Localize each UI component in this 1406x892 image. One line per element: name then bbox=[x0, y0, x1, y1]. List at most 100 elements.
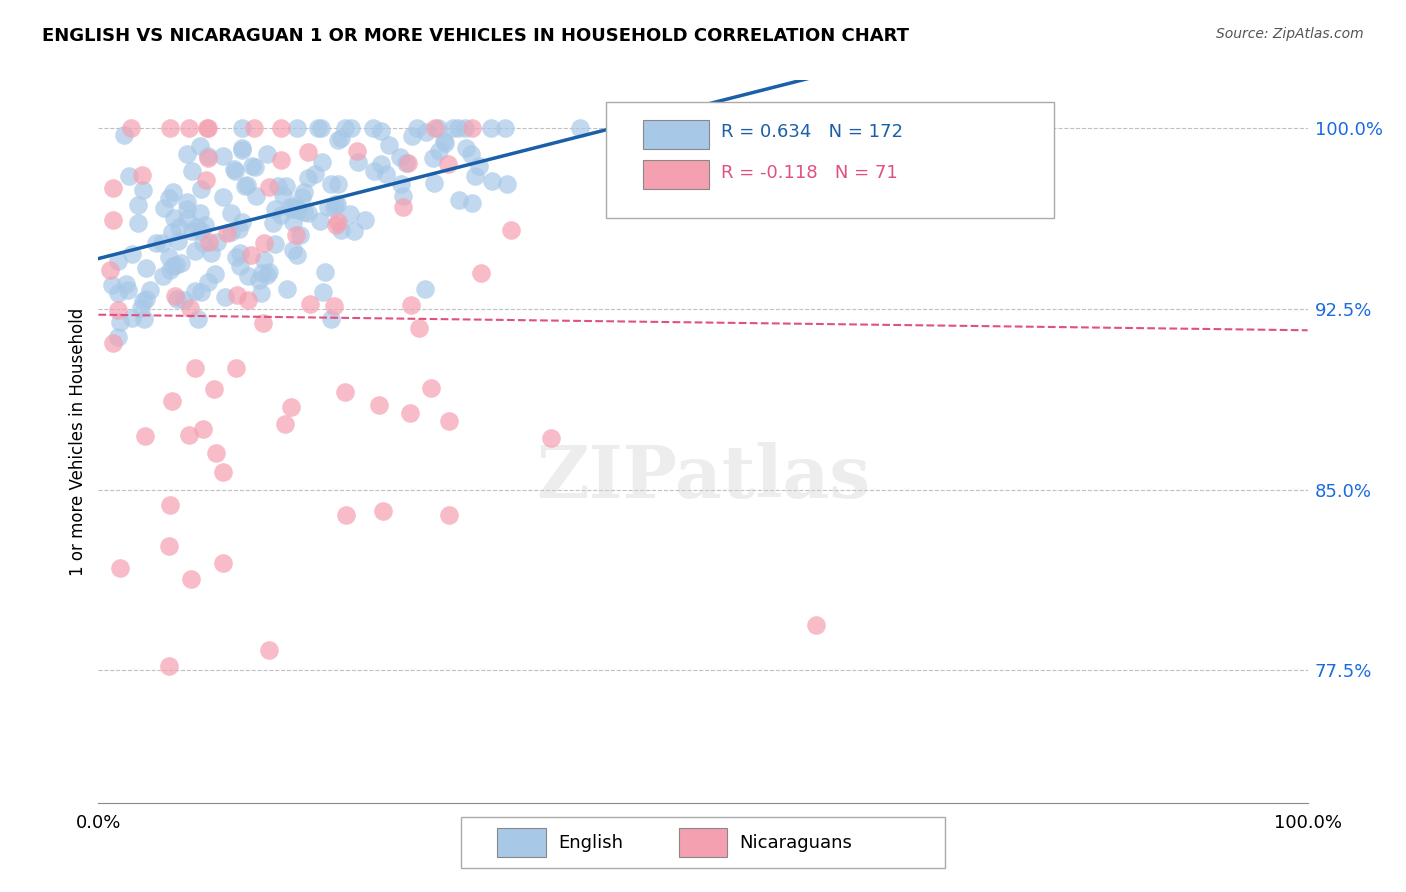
Point bbox=[696, 121, 718, 136]
Point bbox=[333, 384, 356, 399]
FancyBboxPatch shape bbox=[679, 828, 727, 857]
Point bbox=[540, 431, 562, 445]
Point bbox=[180, 572, 202, 586]
Point bbox=[657, 164, 679, 178]
Point bbox=[200, 246, 222, 260]
Point bbox=[354, 212, 377, 227]
Point bbox=[454, 140, 477, 154]
Point bbox=[278, 200, 301, 214]
Point bbox=[245, 189, 267, 203]
Point bbox=[219, 205, 242, 219]
Text: R = 0.634   N = 172: R = 0.634 N = 172 bbox=[721, 123, 903, 141]
Point bbox=[423, 176, 446, 190]
Point bbox=[280, 400, 302, 414]
Point bbox=[329, 131, 352, 145]
Point bbox=[311, 121, 333, 136]
Point bbox=[212, 465, 235, 479]
Point bbox=[343, 223, 366, 237]
Point bbox=[110, 314, 132, 328]
Point bbox=[264, 202, 287, 216]
Point bbox=[240, 159, 263, 173]
Point bbox=[285, 228, 308, 243]
Point bbox=[129, 301, 152, 316]
Point bbox=[256, 268, 278, 282]
Point bbox=[173, 293, 195, 307]
Point bbox=[449, 194, 471, 208]
Point bbox=[197, 149, 219, 163]
Point bbox=[114, 277, 136, 291]
Text: ENGLISH VS NICARAGUAN 1 OR MORE VEHICLES IN HOUSEHOLD CORRELATION CHART: ENGLISH VS NICARAGUAN 1 OR MORE VEHICLES… bbox=[42, 27, 910, 45]
Point bbox=[340, 121, 363, 136]
Point bbox=[108, 561, 131, 575]
Point bbox=[467, 159, 489, 173]
Point bbox=[401, 129, 423, 144]
Point bbox=[287, 202, 309, 217]
Point bbox=[231, 121, 253, 136]
Text: R = -0.118   N = 71: R = -0.118 N = 71 bbox=[721, 164, 898, 182]
Point bbox=[190, 285, 212, 299]
Point bbox=[132, 293, 155, 308]
Point bbox=[167, 219, 190, 234]
Point bbox=[243, 160, 266, 174]
Point bbox=[292, 205, 315, 219]
Point bbox=[427, 144, 450, 158]
Point bbox=[112, 128, 135, 143]
Point bbox=[433, 134, 456, 148]
Point bbox=[228, 222, 250, 236]
Point bbox=[135, 261, 157, 276]
Point bbox=[198, 235, 221, 250]
Point bbox=[107, 302, 129, 317]
Point bbox=[330, 223, 353, 237]
Point bbox=[371, 504, 394, 518]
Point bbox=[370, 157, 392, 171]
Point bbox=[211, 148, 233, 162]
Point bbox=[157, 658, 180, 673]
Point bbox=[205, 235, 228, 249]
Point bbox=[184, 284, 207, 298]
Point bbox=[806, 617, 828, 632]
Point bbox=[231, 143, 253, 157]
Point bbox=[257, 180, 280, 194]
Point bbox=[128, 198, 150, 212]
Point bbox=[270, 153, 292, 167]
Point bbox=[211, 190, 233, 204]
Point bbox=[610, 121, 633, 136]
Point bbox=[229, 259, 252, 273]
Point bbox=[346, 144, 368, 158]
FancyBboxPatch shape bbox=[643, 120, 709, 149]
Point bbox=[270, 121, 292, 136]
Point bbox=[190, 182, 212, 196]
Point bbox=[326, 215, 349, 229]
Point bbox=[495, 177, 517, 191]
Point bbox=[312, 285, 335, 300]
Point bbox=[335, 508, 357, 522]
Point bbox=[134, 428, 156, 442]
Point bbox=[271, 187, 294, 202]
Point bbox=[215, 226, 238, 240]
Point bbox=[395, 156, 418, 170]
Point bbox=[214, 290, 236, 304]
Point bbox=[314, 265, 336, 279]
Point bbox=[370, 124, 392, 138]
Point bbox=[186, 220, 208, 235]
Point bbox=[256, 147, 278, 161]
Point bbox=[437, 157, 460, 171]
Point bbox=[107, 254, 129, 268]
Point bbox=[191, 235, 214, 250]
Point bbox=[460, 147, 482, 161]
Point bbox=[427, 121, 450, 136]
Point bbox=[274, 417, 297, 432]
Point bbox=[205, 446, 228, 460]
Point bbox=[283, 243, 305, 257]
Point bbox=[288, 228, 311, 243]
Point bbox=[274, 178, 297, 193]
Point bbox=[292, 185, 315, 199]
Point bbox=[204, 267, 226, 281]
Point bbox=[138, 283, 160, 297]
Point bbox=[243, 121, 266, 136]
Point bbox=[163, 288, 186, 302]
Point bbox=[166, 293, 188, 307]
Point bbox=[454, 121, 477, 136]
Point bbox=[420, 381, 443, 395]
Text: ZIPatlas: ZIPatlas bbox=[536, 442, 870, 513]
